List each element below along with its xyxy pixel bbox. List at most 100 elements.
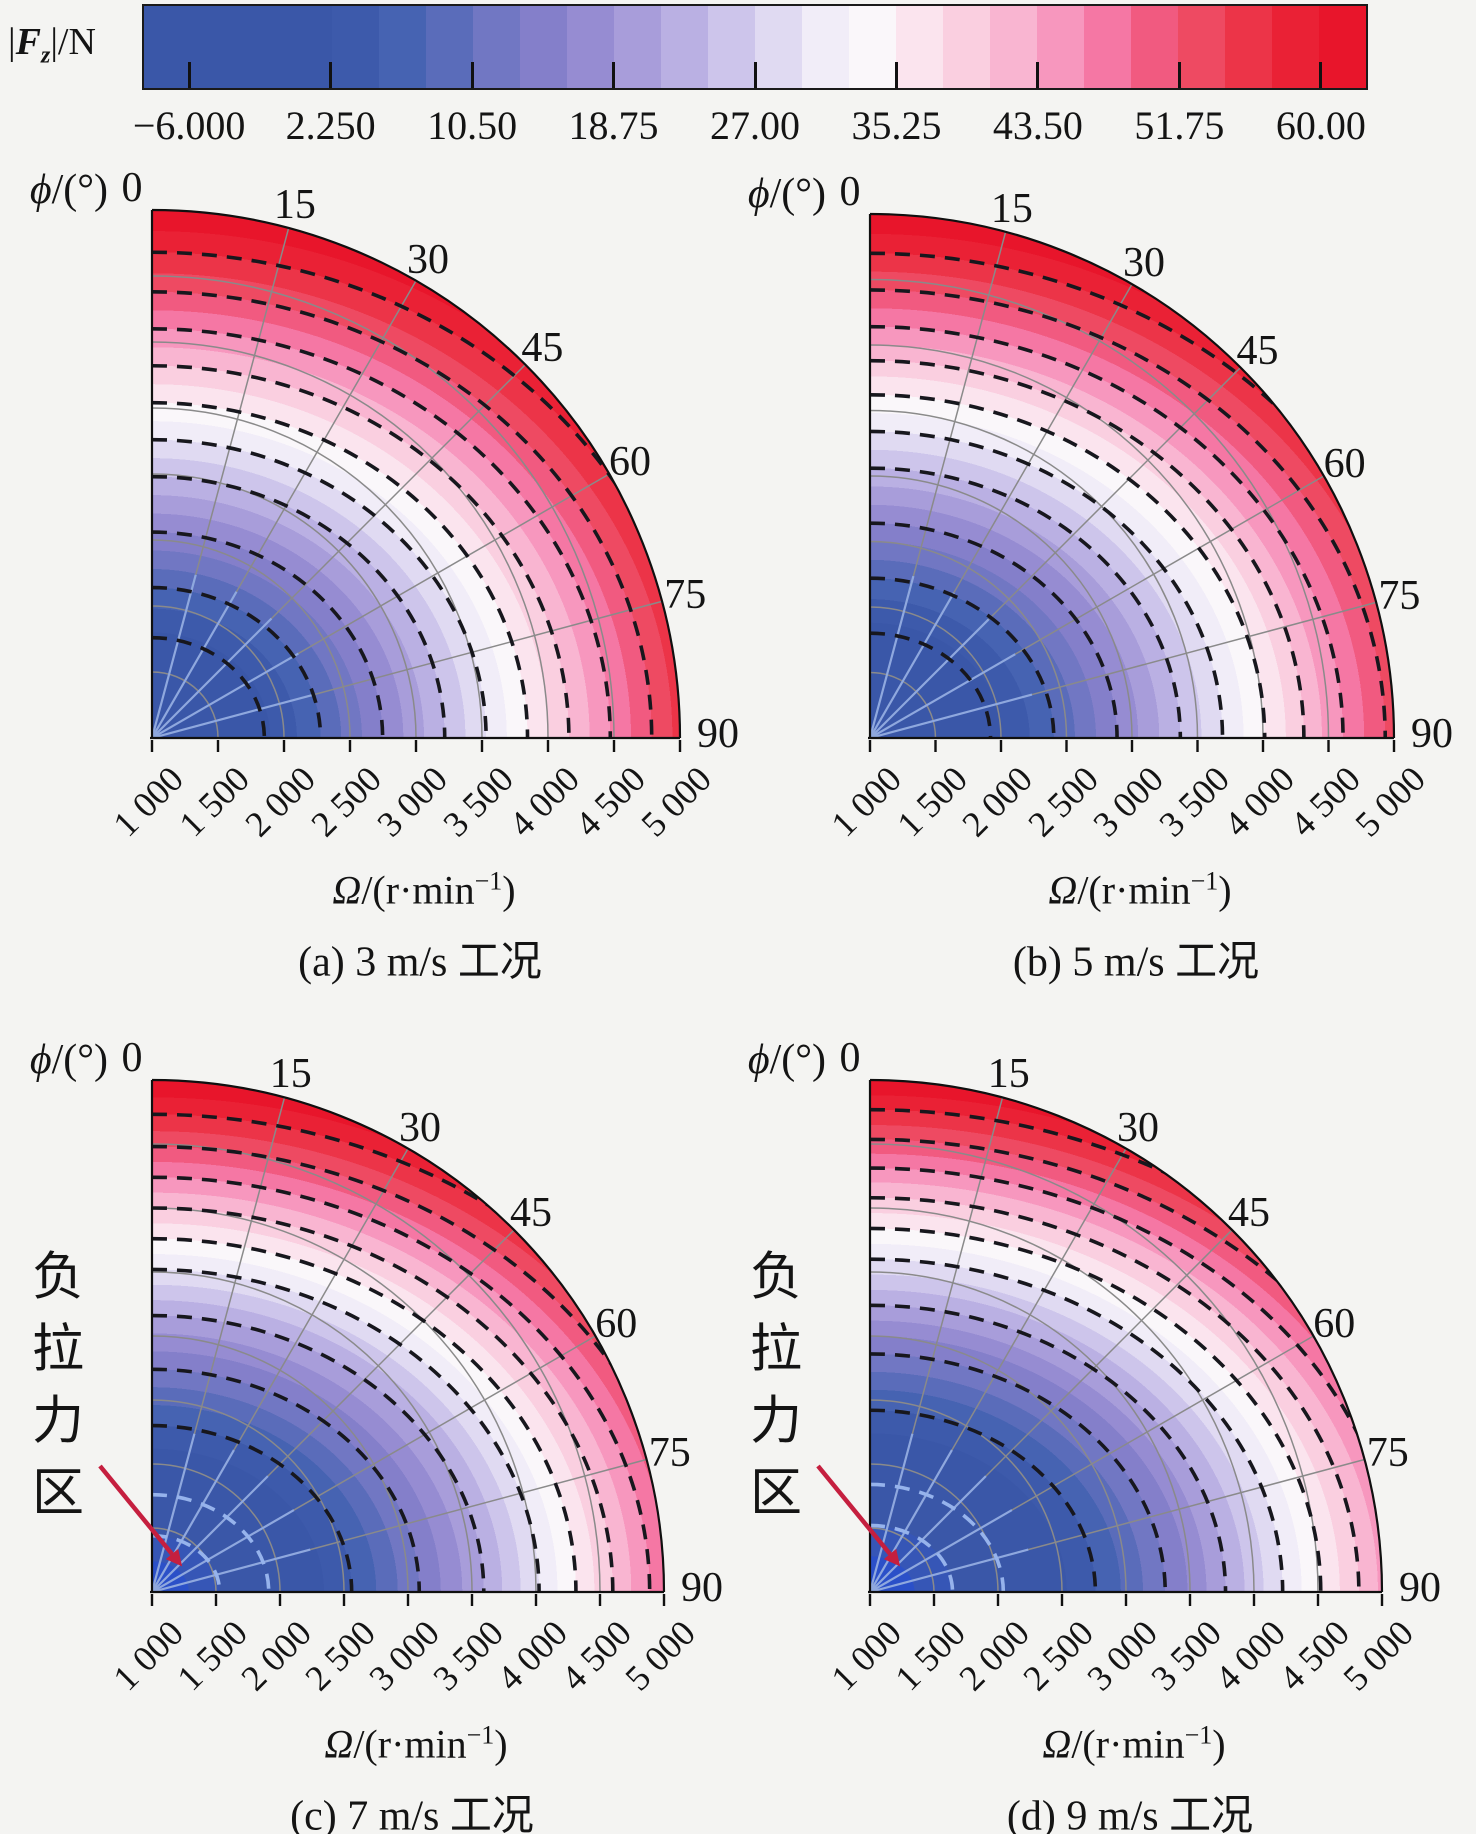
omega-axis-label: Ω/(r·min−1)	[324, 1720, 508, 1767]
subplot-caption: (b) 5 m/s 工况	[1012, 939, 1260, 986]
force-symbol: F	[15, 21, 41, 63]
phi-symbol: ϕ	[29, 167, 52, 213]
omega-tick-mark	[678, 740, 682, 752]
dashed-contour-line	[152, 1267, 541, 1592]
colorbar-segment	[567, 6, 614, 88]
colorbar-tick-mark	[329, 62, 333, 88]
negative-zone-annotation-char: 拉	[31, 1321, 85, 1379]
grid-spoke	[288, 473, 610, 660]
negative-zone-annotation-char: 负	[749, 1249, 803, 1307]
grid-spoke	[1021, 601, 1377, 699]
grid-spoke-inner	[870, 1509, 1013, 1592]
dashed-contour-line	[152, 1367, 422, 1592]
grid-spoke-inner	[870, 1433, 914, 1592]
phi-symbol: ϕ	[747, 171, 770, 217]
phi-tick-label: 90	[697, 711, 739, 757]
phi-tick-label: 30	[1117, 1104, 1159, 1151]
colorbar-tick-label: 43.50	[992, 103, 1083, 148]
colorbar-title-open: |	[8, 21, 16, 63]
omega-tick-mark	[150, 740, 154, 752]
dashed-contour-line	[870, 1257, 1285, 1592]
omega-tick-mark	[1261, 740, 1265, 752]
subplot-caption: (a) 3 m/s 工况	[298, 939, 542, 986]
omega-symbol: Ω	[332, 867, 362, 913]
dashed-contour-line	[152, 1236, 578, 1592]
negative-zone-annotation-char: 力	[31, 1393, 85, 1451]
colorbar-segment	[1225, 6, 1272, 88]
colorbar-tick-mark	[1319, 62, 1323, 88]
colorbar-segment	[802, 6, 849, 88]
phi-tick-label: 30	[399, 1104, 441, 1151]
phi-tick-label: 0	[121, 1035, 143, 1081]
dashed-contour-line	[152, 530, 385, 738]
omega-tick-mark	[546, 740, 550, 752]
dashed-contour-line	[870, 1523, 955, 1592]
omega-exponent: −1	[1190, 866, 1219, 896]
dashed-contour-line	[870, 521, 1119, 738]
phi-symbol: ϕ	[747, 1037, 770, 1083]
grid-spoke-inner	[870, 1548, 1029, 1592]
dashed-contour-line	[870, 1137, 1382, 1592]
dashed-contour-line	[870, 631, 993, 738]
grid-spoke-inner	[152, 574, 197, 738]
grid-spoke	[228, 1148, 409, 1460]
omega-tick-mark	[612, 740, 616, 752]
grid-spoke-inner	[152, 1509, 295, 1592]
colorbar-segment	[144, 6, 191, 88]
dashed-contour-line	[152, 1492, 271, 1592]
grid-spoke	[191, 1097, 286, 1444]
negative-zone-arrow	[816, 1464, 901, 1567]
omega-tick-mark	[1392, 740, 1396, 752]
omega-exponent: −1	[1184, 1720, 1213, 1750]
dashed-contour-line	[152, 474, 447, 738]
phi-tick-label: 90	[1411, 711, 1453, 757]
dashed-contour-line	[870, 1352, 1168, 1592]
omega-tick-mark	[932, 1594, 936, 1606]
phi-tick-label: 90	[1399, 1565, 1441, 1611]
phi-tick-label: 60	[595, 1301, 638, 1347]
omega-tick-mark	[1065, 740, 1068, 752]
phi-tick-label: 45	[510, 1189, 552, 1236]
colorbar-segment	[379, 6, 426, 88]
colorbar-tick-mark	[1036, 62, 1040, 88]
polar-plot-b	[870, 214, 1394, 738]
omega-exponent: −1	[474, 866, 503, 896]
polar-plot-a	[152, 210, 680, 738]
colorbar-segment	[473, 6, 520, 88]
omega-symbol: Ω	[1042, 1721, 1072, 1767]
omega-tick-mark	[216, 740, 220, 752]
dashed-contour-line	[152, 1206, 615, 1592]
dashed-contour-line	[870, 1195, 1361, 1592]
dashed-contour-line	[152, 363, 571, 738]
negative-zone-annotation-char: 区	[749, 1465, 803, 1523]
phi-axis-label: ϕ/(°)	[29, 1037, 108, 1083]
phi-tick-label: 90	[681, 1565, 723, 1611]
colorbar-title-close: |/N	[50, 21, 96, 63]
outer-arc	[151, 1078, 666, 1593]
grid-spoke-inner	[152, 652, 299, 738]
dashed-contour-line	[870, 1303, 1228, 1592]
omega-tick-mark	[534, 1594, 538, 1606]
negative-zone-arrow	[98, 1464, 183, 1567]
dashed-contour-line	[152, 1533, 222, 1592]
phi-tick-label: 0	[839, 169, 861, 215]
omega-tick-mark	[282, 740, 286, 752]
omega-tick-mark	[1327, 740, 1330, 752]
phi-tick-label: 60	[609, 439, 652, 485]
colorbar-tick-mark	[894, 62, 898, 88]
omega-tick-mark	[1196, 740, 1199, 752]
omega-tick-mark	[348, 740, 352, 752]
omega-exponent: −1	[466, 1720, 495, 1750]
phi-axis-label: ϕ/(°)	[747, 171, 826, 217]
dashed-contour-line	[152, 327, 613, 738]
colorbar-tick-mark	[187, 62, 191, 88]
phi-tick-label: 15	[990, 185, 1033, 232]
colorbar-segment	[1037, 6, 1084, 88]
grid-spoke-inner	[152, 591, 238, 738]
colorbar-segment	[1131, 6, 1178, 88]
colorbar-tick-label: 18.75	[568, 103, 659, 148]
dashed-contour-line	[870, 392, 1267, 738]
outer-arc	[869, 1078, 1384, 1593]
omega-tick-mark	[214, 1594, 218, 1606]
